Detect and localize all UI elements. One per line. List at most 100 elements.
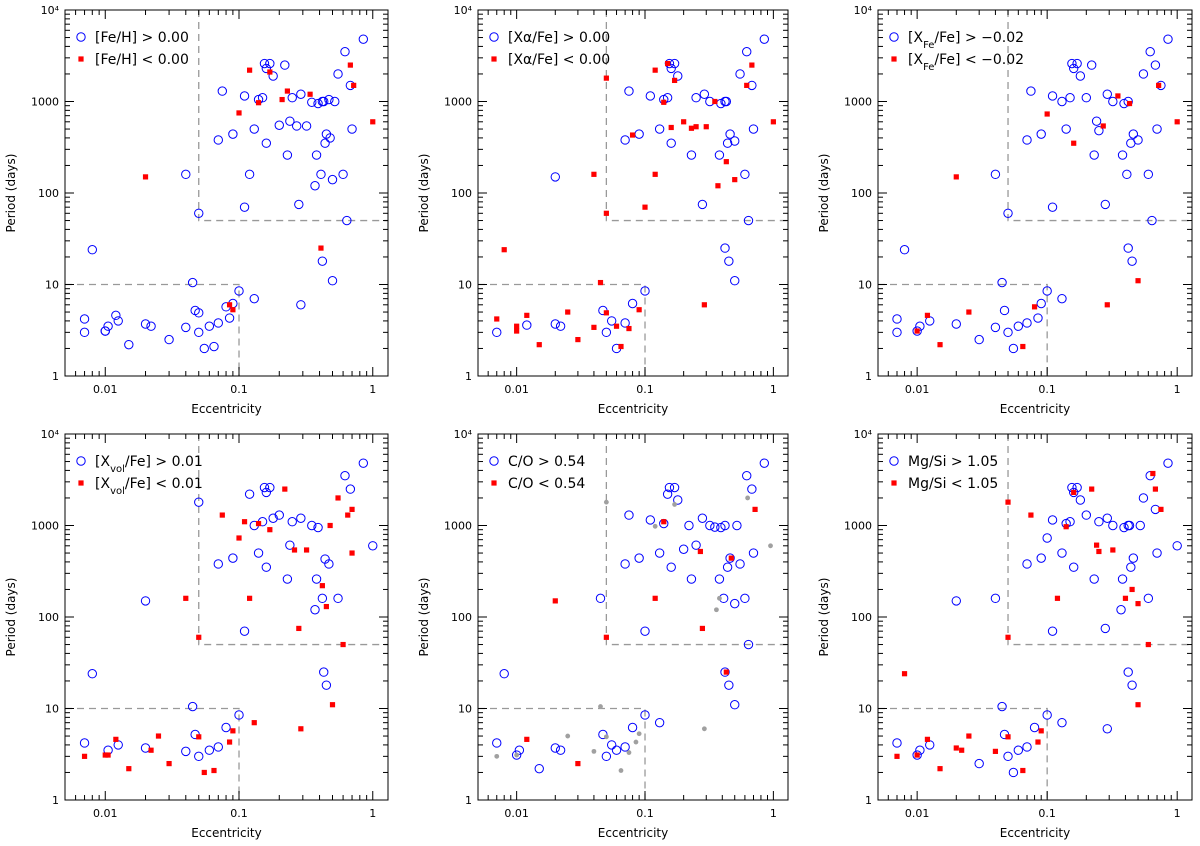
- data-point: [492, 738, 502, 748]
- data-point: [990, 593, 1001, 604]
- data-point: [759, 458, 770, 468]
- data-point: [1163, 458, 1173, 468]
- legend-label-part: [Xα/Fe] > 0.00: [508, 30, 610, 46]
- x-axis-label: Eccentricity: [598, 402, 668, 416]
- data-point: [317, 593, 328, 604]
- data-point: [1124, 520, 1135, 531]
- data-point: [990, 322, 1001, 333]
- outer-region-boundary: [1007, 434, 1192, 646]
- data-point: [914, 752, 920, 758]
- data-point: [618, 343, 624, 350]
- data-point: [228, 553, 238, 563]
- x-tick-label: 0.1: [230, 383, 248, 396]
- y-tick-label: 10: [45, 703, 59, 716]
- data-point: [654, 717, 665, 728]
- series-1: [79, 34, 369, 354]
- data-point: [654, 548, 665, 558]
- legend-label: C/O < 0.54: [508, 476, 585, 492]
- data-point: [349, 550, 355, 556]
- x-tick-label: 1: [770, 383, 777, 396]
- x-axis-label: Eccentricity: [1000, 826, 1070, 840]
- data-point: [730, 136, 740, 146]
- data-point: [722, 562, 733, 572]
- data-point: [313, 98, 323, 109]
- x-axis-label: Eccentricity: [191, 826, 261, 840]
- y-tick-label: 1000: [844, 520, 872, 533]
- data-point: [79, 314, 90, 324]
- data-point: [1152, 548, 1162, 558]
- data-point: [640, 626, 650, 636]
- data-point: [261, 487, 272, 498]
- data-point: [591, 748, 597, 754]
- x-tick-label: 0.1: [1038, 807, 1056, 820]
- data-point: [892, 327, 902, 338]
- data-point: [735, 69, 745, 79]
- data-point: [701, 302, 707, 308]
- data-point: [310, 605, 320, 615]
- data-point: [636, 731, 642, 737]
- data-point: [241, 519, 248, 525]
- data-point: [1003, 327, 1013, 338]
- data-point: [292, 121, 302, 131]
- legend-label-part: /Fe] < −0.02: [934, 52, 1024, 68]
- data-point: [699, 89, 710, 99]
- data-point: [342, 215, 352, 226]
- data-point: [287, 517, 297, 527]
- data-point: [1042, 533, 1052, 543]
- data-point: [747, 484, 757, 494]
- data-point: [606, 740, 617, 750]
- y-axis-label: Period (days): [817, 154, 831, 233]
- y-tick-label: 10⁴: [454, 428, 473, 441]
- data-point: [627, 298, 638, 309]
- data-point: [730, 276, 740, 286]
- data-point: [113, 736, 119, 742]
- scatter-panel-2: 0.01 0.1 1 1 10 100 1000 10⁴ Eccentricity Period …: [417, 4, 789, 416]
- data-point: [678, 544, 689, 554]
- data-point: [1122, 595, 1129, 601]
- data-point: [899, 245, 910, 255]
- data-point: [1013, 321, 1024, 331]
- data-point: [1094, 517, 1104, 527]
- data-point: [1122, 169, 1132, 180]
- data-point: [671, 77, 678, 84]
- y-tick-label: 100: [38, 187, 59, 200]
- legend: [XFe/Fe] > −0.02[XFe/Fe] < −0.02: [889, 30, 1024, 73]
- data-point: [265, 482, 275, 493]
- legend: [Xα/Fe] > 0.00 [Xα/Fe] < 0.00: [489, 30, 610, 68]
- data-point: [347, 124, 357, 134]
- data-point: [259, 482, 270, 493]
- data-point: [1145, 641, 1151, 648]
- y-tick-label: 1: [52, 794, 59, 807]
- data-point: [673, 495, 683, 505]
- data-point: [730, 700, 740, 710]
- data-point: [181, 746, 191, 757]
- data-point: [230, 728, 236, 734]
- data-point: [603, 734, 609, 740]
- data-point: [768, 543, 773, 549]
- data-point: [743, 215, 754, 226]
- data-point: [997, 701, 1007, 712]
- data-point: [181, 322, 191, 333]
- data-point: [1108, 96, 1118, 107]
- x-tick-label: 1: [770, 807, 777, 820]
- y-tick-label: 1: [465, 370, 472, 383]
- data-point: [728, 555, 734, 561]
- data-point: [652, 171, 658, 177]
- data-point: [1005, 734, 1011, 740]
- data-point: [748, 548, 759, 558]
- data-point: [514, 323, 520, 329]
- y-tick-label: 100: [38, 611, 59, 624]
- legend-marker-filled-square: [491, 56, 497, 62]
- legend-marker-open-circle: [889, 32, 899, 42]
- data-point: [723, 669, 729, 675]
- data-point: [1065, 93, 1075, 103]
- data-point: [1035, 739, 1041, 745]
- data-point: [1026, 86, 1036, 96]
- data-point: [717, 595, 722, 601]
- y-tick-label: 100: [451, 187, 472, 200]
- y-axis-label: Period (days): [4, 578, 18, 657]
- data-point: [340, 471, 350, 481]
- data-point: [1135, 520, 1145, 531]
- data-point: [226, 302, 233, 308]
- data-point: [732, 177, 738, 183]
